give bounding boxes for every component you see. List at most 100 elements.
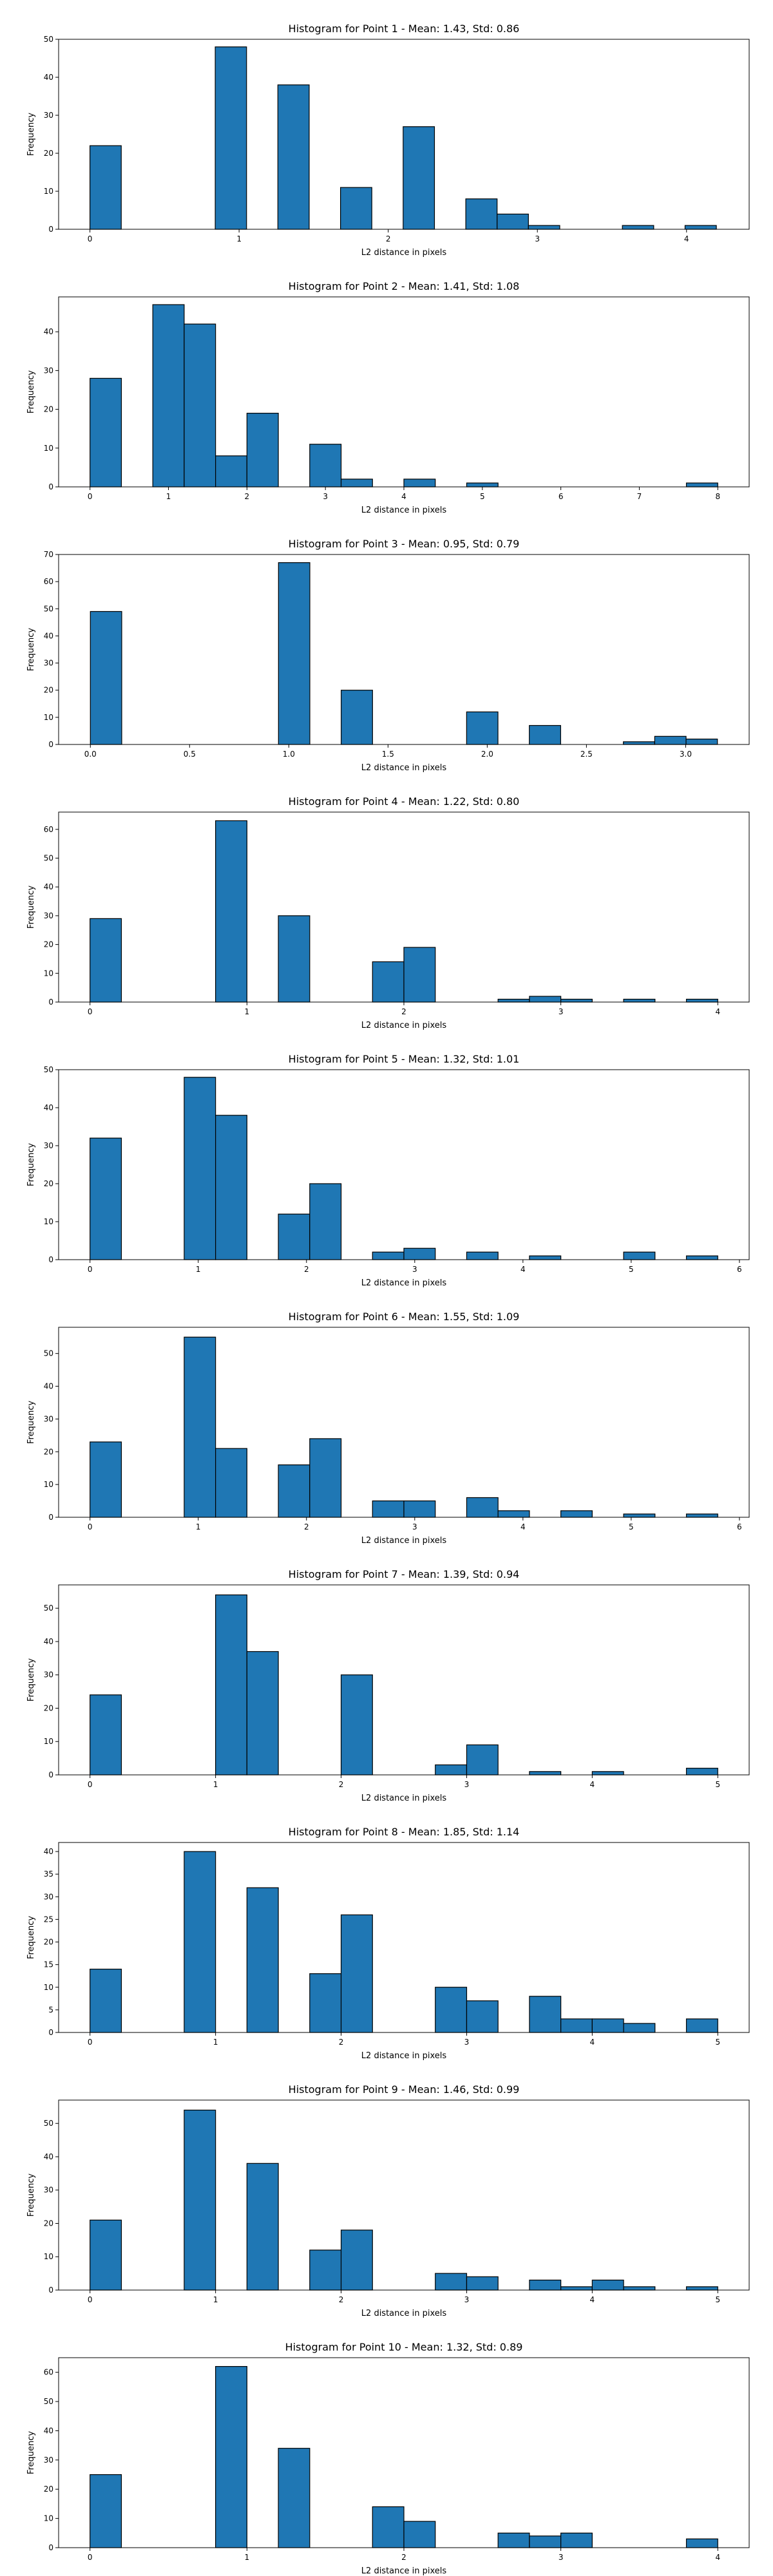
y-tick-label: 60	[44, 577, 53, 586]
histogram-bar	[215, 1115, 247, 1260]
y-tick-label: 20	[44, 686, 53, 695]
x-tick-label: 4	[590, 2295, 595, 2304]
x-tick-label: 0	[88, 1780, 93, 1789]
histogram-bar	[184, 323, 216, 488]
y-tick-label: 0	[48, 740, 53, 749]
y-tick-label: 10	[44, 2514, 53, 2523]
chart-title: Histogram for Point 1 - Mean: 1.43, Std:…	[289, 23, 520, 35]
x-tick-label: 4	[590, 1780, 595, 1789]
x-tick-label: 4	[590, 2038, 595, 2047]
x-tick-label: 1	[213, 2038, 218, 2047]
x-axis-label: L2 distance in pixels	[361, 1536, 447, 1546]
x-axis-label: L2 distance in pixels	[361, 2051, 447, 2061]
histogram-bar	[90, 1694, 122, 1776]
histogram-bar	[560, 2532, 593, 2548]
x-tick-label: 3	[558, 1007, 564, 1016]
y-tick-label: 50	[44, 35, 53, 44]
y-tick-label: 0	[48, 2028, 53, 2037]
histogram-chart-4: Histogram for Point 4 - Mean: 1.22, Std:…	[26, 795, 750, 1030]
y-tick-label: 40	[44, 1103, 53, 1112]
x-tick-label: 0	[88, 2553, 93, 2562]
x-axis-label: L2 distance in pixels	[361, 2566, 447, 2576]
histogram-bar	[623, 741, 655, 745]
histogram-bar	[309, 444, 342, 488]
y-tick-label: 10	[44, 2252, 53, 2261]
x-tick-label: 7	[637, 492, 642, 501]
x-tick-label: 6	[737, 1265, 742, 1274]
x-tick-label: 1	[213, 2295, 218, 2304]
x-axis-label: L2 distance in pixels	[361, 1794, 447, 1803]
y-axis-label: Frequency	[26, 886, 36, 929]
x-tick-label: 2	[339, 2038, 344, 2047]
x-tick-label: 1	[196, 1265, 201, 1274]
histogram-bar	[278, 562, 310, 745]
y-tick-label: 40	[44, 2152, 53, 2161]
histogram-bar	[465, 198, 498, 230]
y-tick-label: 40	[44, 2426, 53, 2435]
x-axis-label: L2 distance in pixels	[361, 1021, 447, 1030]
histogram-bar	[278, 1464, 310, 1518]
histogram-bar	[90, 145, 122, 230]
histogram-bar	[623, 2023, 656, 2033]
chart-title: Histogram for Point 10 - Mean: 1.32, Std…	[285, 2341, 523, 2353]
y-tick-label: 0	[48, 1513, 53, 1522]
histogram-bar	[403, 2521, 436, 2548]
x-tick-label: 0.0	[84, 750, 97, 759]
x-tick-label: 2	[304, 1522, 309, 1531]
x-tick-label: 2.5	[580, 750, 593, 759]
histogram-bar	[340, 2230, 373, 2291]
y-tick-label: 10	[44, 1737, 53, 1746]
histogram-bar	[497, 1510, 530, 1518]
x-tick-label: 2	[339, 1780, 344, 1789]
y-tick-label: 25	[44, 1915, 53, 1924]
y-tick-label: 20	[44, 405, 53, 414]
histogram-bar	[560, 2018, 593, 2033]
y-tick-label: 20	[44, 1447, 53, 1456]
y-tick-label: 30	[44, 1141, 53, 1150]
y-tick-label: 30	[44, 659, 53, 668]
histogram-bar	[277, 84, 310, 230]
histogram-bar	[90, 2219, 122, 2291]
y-tick-label: 20	[44, 2219, 53, 2228]
histogram-bar	[466, 1251, 499, 1260]
x-tick-label: 1	[166, 492, 171, 501]
x-tick-label: 1	[245, 2553, 250, 2562]
x-tick-label: 0	[88, 1007, 93, 1016]
plot-frame	[58, 1327, 750, 1518]
chart-title: Histogram for Point 9 - Mean: 1.46, Std:…	[289, 2083, 520, 2096]
histogram-bar	[497, 998, 530, 1003]
y-tick-label: 70	[44, 550, 53, 559]
x-tick-label: 3	[558, 2553, 564, 2562]
y-axis-label: Frequency	[26, 1401, 36, 1444]
histogram-bar	[309, 1183, 342, 1260]
histogram-bar	[90, 1969, 122, 2033]
x-tick-label: 3.0	[680, 750, 692, 759]
y-tick-label: 30	[44, 111, 53, 120]
histogram-bar	[623, 1513, 656, 1518]
y-tick-label: 20	[44, 2485, 53, 2494]
x-tick-label: 3	[323, 492, 328, 501]
y-tick-label: 50	[44, 1349, 53, 1358]
y-tick-label: 40	[44, 882, 53, 891]
y-tick-label: 50	[44, 2397, 53, 2406]
x-tick-label: 3	[412, 1265, 417, 1274]
x-tick-label: 3	[464, 2295, 470, 2304]
x-tick-label: 1	[236, 234, 242, 243]
y-axis-label: Frequency	[26, 628, 36, 671]
histogram-bar	[246, 413, 279, 488]
histogram-chart-5: Histogram for Point 5 - Mean: 1.32, Std:…	[26, 1053, 750, 1288]
chart-title: Histogram for Point 8 - Mean: 1.85, Std:…	[289, 1826, 520, 1838]
histogram-bar	[685, 738, 718, 745]
x-tick-label: 0	[88, 1265, 93, 1274]
chart-title: Histogram for Point 2 - Mean: 1.41, Std:…	[289, 280, 520, 292]
histogram-bar	[435, 2273, 468, 2291]
histogram-chart-1: Histogram for Point 1 - Mean: 1.43, Std:…	[26, 23, 750, 258]
histogram-bar	[278, 1213, 310, 1260]
y-tick-label: 40	[44, 327, 53, 336]
histogram-bar	[403, 947, 436, 1003]
y-tick-label: 30	[44, 1892, 53, 1901]
plot-frame	[58, 1584, 750, 1776]
x-tick-label: 0	[88, 234, 93, 243]
y-axis-label: Frequency	[26, 1916, 36, 1959]
